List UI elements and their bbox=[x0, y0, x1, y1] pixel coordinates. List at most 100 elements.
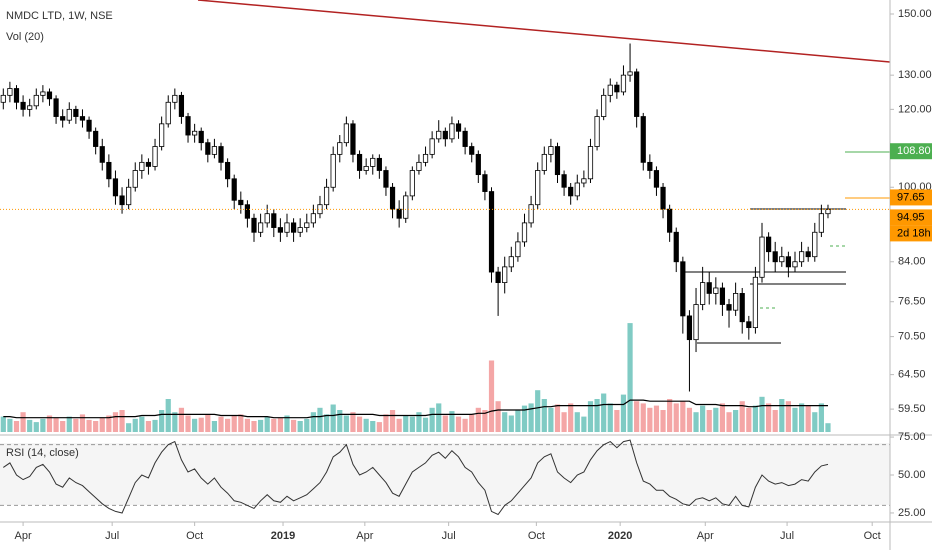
volume-title: Vol (20) bbox=[6, 31, 44, 43]
volume-bar bbox=[370, 421, 376, 432]
x-tick-label: Oct bbox=[528, 530, 545, 542]
volume-bar bbox=[317, 407, 323, 432]
candle-body bbox=[541, 153, 547, 171]
candle-body bbox=[290, 222, 297, 233]
candle-body bbox=[211, 146, 218, 155]
volume-bar bbox=[126, 423, 132, 432]
candle-body bbox=[601, 94, 607, 117]
x-tick-label: Apr bbox=[15, 530, 32, 542]
candle-body bbox=[620, 74, 627, 93]
rsi-title: RSI (14, close) bbox=[6, 447, 79, 459]
candle-body bbox=[46, 91, 53, 100]
volume-bar bbox=[211, 421, 218, 432]
volume-bar bbox=[429, 407, 435, 432]
y-tick-label: 150.00 bbox=[898, 8, 932, 20]
volume-bar bbox=[475, 407, 481, 432]
rsi-line bbox=[3, 439, 829, 516]
candle-body bbox=[495, 271, 501, 284]
volume-bar bbox=[403, 415, 409, 432]
candle-body bbox=[455, 123, 462, 132]
volume-bar bbox=[337, 410, 343, 432]
candle-body bbox=[337, 142, 343, 155]
candle-body bbox=[317, 204, 323, 215]
volume-bar bbox=[323, 414, 330, 432]
candle-body bbox=[581, 178, 587, 184]
volume-bar bbox=[40, 418, 46, 432]
volume-bar bbox=[416, 412, 422, 432]
volume-bar bbox=[700, 405, 706, 432]
candle-body bbox=[469, 146, 475, 155]
candle-body bbox=[627, 71, 633, 76]
candle-body bbox=[178, 94, 185, 117]
candle-body bbox=[258, 222, 264, 233]
volume-bar bbox=[535, 390, 541, 432]
volume-bar bbox=[766, 403, 772, 432]
volume-bar bbox=[139, 416, 145, 432]
x-tick-label: Oct bbox=[186, 530, 203, 542]
volume-bar bbox=[343, 415, 349, 432]
candle-body bbox=[587, 146, 594, 180]
volume-bar bbox=[132, 418, 138, 432]
candle-body bbox=[33, 94, 39, 107]
volume-bar bbox=[271, 418, 277, 432]
x-tick-label: Jul bbox=[105, 530, 119, 542]
candle-body bbox=[700, 282, 706, 305]
candle-body bbox=[7, 88, 13, 96]
volume-bar bbox=[818, 403, 824, 432]
candle-body bbox=[647, 161, 653, 171]
candle-body bbox=[27, 105, 33, 110]
volume-bar bbox=[713, 407, 719, 432]
candle-body bbox=[488, 191, 495, 273]
volume-bar bbox=[310, 412, 316, 432]
volume-bar bbox=[680, 401, 686, 432]
candle-body bbox=[746, 321, 752, 329]
y-tick-label: 120.00 bbox=[898, 103, 932, 115]
volume-bar bbox=[488, 360, 495, 432]
y-tick-label: 76.50 bbox=[898, 296, 926, 308]
candle-body bbox=[99, 146, 105, 163]
candle-body bbox=[634, 71, 640, 117]
candle-body bbox=[225, 161, 231, 180]
volume-bar bbox=[607, 403, 613, 432]
volume-bar bbox=[660, 410, 666, 432]
volume-bar bbox=[587, 401, 594, 432]
trend-line bbox=[197, 0, 891, 63]
candle-body bbox=[442, 130, 448, 140]
volume-bar bbox=[297, 421, 303, 432]
candle-body bbox=[805, 251, 811, 258]
candle-body bbox=[343, 123, 349, 144]
y-tick-label: 64.50 bbox=[898, 369, 926, 381]
volume-bar bbox=[521, 405, 528, 432]
candle-body bbox=[330, 153, 336, 188]
volume-bar bbox=[119, 410, 125, 432]
countdown: 2d 18h bbox=[897, 227, 931, 239]
volume-bar bbox=[640, 403, 646, 432]
volume-bar bbox=[7, 418, 13, 432]
volume-bar bbox=[726, 412, 732, 432]
candle-body bbox=[772, 251, 778, 263]
candle-body bbox=[284, 222, 290, 233]
candle-body bbox=[205, 142, 211, 155]
volume-bar bbox=[383, 414, 389, 432]
candle-body bbox=[145, 161, 152, 167]
volume-bar bbox=[79, 414, 86, 432]
volume-bar bbox=[693, 412, 699, 432]
candle-body bbox=[370, 157, 376, 167]
candle-body bbox=[825, 208, 831, 215]
candle-body bbox=[515, 241, 521, 258]
candle-body bbox=[482, 174, 488, 192]
y-tick-label: 50.00 bbox=[898, 469, 926, 481]
candle-body bbox=[350, 123, 356, 155]
volume-bar bbox=[86, 419, 92, 432]
volume-bar bbox=[752, 405, 759, 432]
x-tick-label: 2019 bbox=[271, 530, 295, 542]
volume-bar bbox=[581, 416, 587, 432]
volume-bar bbox=[706, 410, 712, 432]
candle-body bbox=[535, 170, 541, 206]
candle-body bbox=[271, 213, 277, 228]
candle-body bbox=[403, 195, 409, 219]
candle-body bbox=[389, 186, 396, 210]
y-tick-label: 84.00 bbox=[898, 256, 926, 268]
candle-body bbox=[521, 222, 528, 243]
